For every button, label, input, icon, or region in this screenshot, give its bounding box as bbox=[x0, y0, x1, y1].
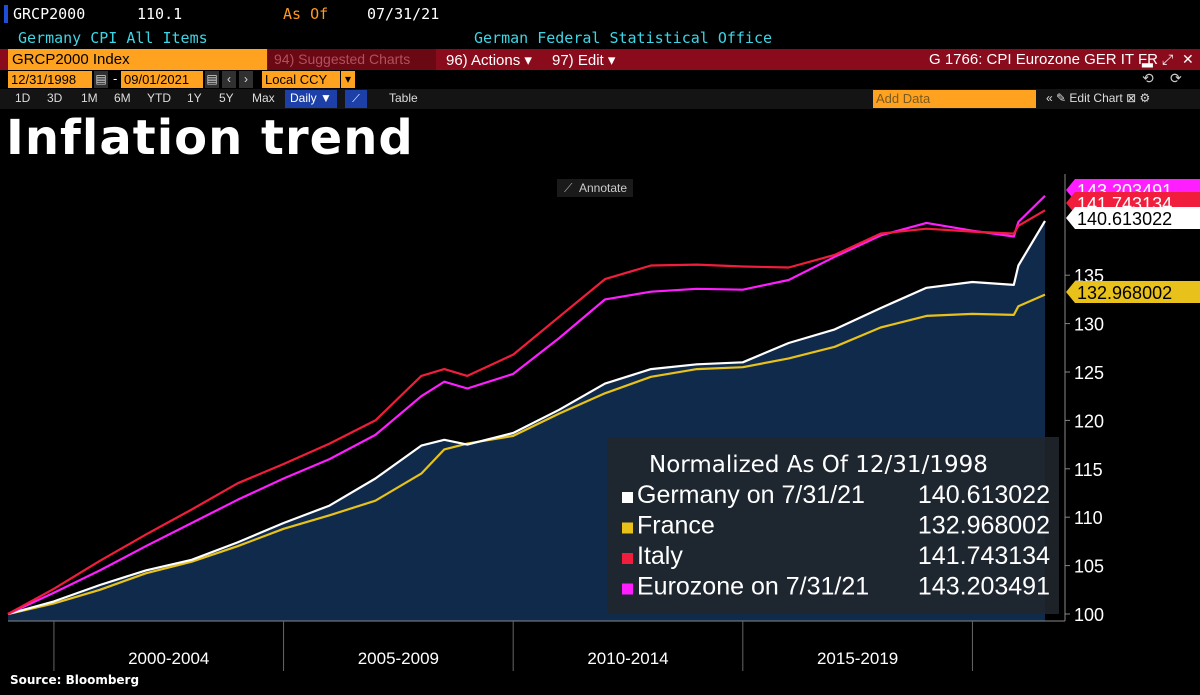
legend-value: 143.203491 bbox=[918, 573, 1050, 601]
y-tick-label: 105 bbox=[1074, 557, 1104, 577]
line-chart-icon[interactable]: ⟋ bbox=[345, 90, 367, 108]
tag-value: 132.968002 bbox=[1077, 283, 1172, 303]
edit-menu[interactable]: 97) Edit ▾ bbox=[552, 52, 616, 69]
y-tick-label: 120 bbox=[1074, 411, 1104, 431]
chart-toolbar: 1D 3D 1M 6M YTD 1Y 5Y Max Daily ▼ ⟋ Tabl… bbox=[0, 89, 1200, 109]
edit-chart-button[interactable]: « ✎ Edit Chart ⊠ ⚙ bbox=[1046, 91, 1151, 105]
period-ytd[interactable]: YTD bbox=[147, 91, 171, 105]
tag-value: 140.613022 bbox=[1077, 209, 1172, 229]
data-source-name: German Federal Statistical Office bbox=[474, 29, 773, 47]
source-note: Source: Bloomberg bbox=[10, 673, 140, 687]
last-value-tag-germany: 140.613022 bbox=[1066, 207, 1200, 229]
legend-swatch bbox=[622, 583, 633, 595]
legend-background bbox=[607, 437, 1059, 614]
tag-background bbox=[1066, 207, 1200, 229]
legend-title: Normalized As Of 12/31/1998 bbox=[649, 452, 988, 478]
x-tick-label: 2015-2019 bbox=[817, 649, 898, 668]
legend-entries: Germany on 7/31/21 140.613022 France 132.96… bbox=[622, 481, 1050, 601]
period-5y[interactable]: 5Y bbox=[219, 91, 234, 105]
x-tick-label: 2000-2004 bbox=[128, 649, 209, 668]
index-name-field[interactable]: GRCP2000 Index bbox=[8, 49, 267, 70]
next-period-icon[interactable]: › bbox=[239, 71, 253, 88]
ticker-marker bbox=[4, 5, 8, 23]
line-chart: 2000-2004 2005-2009 2010-2014 2015-2019 100… bbox=[0, 174, 1200, 671]
annotate-label: Annotate bbox=[579, 181, 627, 195]
close-icon[interactable]: ✕ bbox=[1182, 51, 1194, 67]
date-range-row: 12/31/1998 ▤ - 09/01/2021 ▤ ‹ › Local CC… bbox=[0, 70, 1200, 89]
series-line-eurozone bbox=[7, 195, 1046, 615]
period-1m[interactable]: 1M bbox=[81, 91, 98, 105]
end-date-field[interactable]: 09/01/2021 bbox=[121, 71, 203, 88]
legend-label: Germany on 7/31/21 bbox=[637, 481, 865, 509]
legend-entry: Eurozone on 7/31/21 143.203491 bbox=[622, 573, 1050, 601]
legend-entry: Germany on 7/31/21 140.613022 bbox=[622, 481, 1050, 509]
legend-swatch bbox=[622, 522, 633, 534]
period-max[interactable]: Max bbox=[252, 91, 275, 105]
pencil-icon: ⟋ bbox=[564, 181, 573, 195]
redo-icon[interactable]: ⟳ bbox=[1170, 70, 1182, 86]
legend-label: Eurozone on 7/31/21 bbox=[637, 573, 869, 601]
legend-label: France bbox=[637, 512, 715, 540]
legend-value: 141.743134 bbox=[918, 542, 1050, 570]
tag-background bbox=[1066, 281, 1200, 303]
x-tick-label: 2010-2014 bbox=[587, 649, 668, 668]
end-calendar-icon[interactable]: ▤ bbox=[205, 71, 219, 88]
legend-box: Normalized As Of 12/31/1998 Germany on 7… bbox=[607, 437, 1059, 614]
prev-period-icon[interactable]: ‹ bbox=[222, 71, 236, 88]
as-of-label: As Of bbox=[283, 5, 329, 23]
start-calendar-icon[interactable]: ▤ bbox=[94, 71, 108, 88]
expand-icon[interactable]: ⤢ bbox=[1162, 51, 1174, 67]
annotate-button[interactable]: ⟋ Annotate bbox=[557, 179, 633, 197]
period-1d[interactable]: 1D bbox=[15, 91, 31, 105]
y-tick-label: 110 bbox=[1074, 508, 1103, 528]
legend-value: 140.613022 bbox=[918, 481, 1050, 509]
x-tick-label: 2005-2009 bbox=[358, 649, 439, 668]
chart-title: Inflation trend bbox=[6, 110, 414, 166]
legend-entry: Italy 141.743134 bbox=[622, 542, 1050, 570]
security-description: Germany CPI All Items bbox=[18, 29, 208, 47]
date-separator: - bbox=[113, 71, 118, 86]
security-description-row: Germany CPI All Items German Federal Sta… bbox=[0, 28, 1200, 48]
period-1y[interactable]: 1Y bbox=[187, 91, 202, 105]
series-line-italy bbox=[7, 209, 1046, 615]
last-value-tag-france: 132.968002 bbox=[1066, 281, 1200, 303]
currency-select[interactable]: Local CCY bbox=[262, 71, 340, 88]
frequency-select[interactable]: Daily ▼ bbox=[285, 90, 337, 108]
y-tick-label: 115 bbox=[1074, 460, 1103, 480]
currency-dropdown-icon[interactable]: ▾ bbox=[341, 71, 355, 88]
add-data-input[interactable]: Add Data bbox=[873, 90, 1036, 108]
y-tick-label: 130 bbox=[1074, 315, 1104, 335]
series-line-france bbox=[7, 293, 1046, 616]
table-view-button[interactable]: Table bbox=[389, 91, 418, 105]
series-layer bbox=[7, 195, 1046, 616]
as-of-date: 07/31/21 bbox=[367, 5, 440, 23]
start-date-field[interactable]: 12/31/1998 bbox=[8, 71, 92, 88]
legend-label: Italy bbox=[637, 542, 683, 570]
edit-chart-label: Edit Chart bbox=[1069, 91, 1123, 105]
chart-code: G 1766: CPI Eurozone GER IT FR bbox=[929, 51, 1158, 68]
period-6m[interactable]: 6M bbox=[114, 91, 131, 105]
command-bar: GRCP2000 Index 94) Suggested Charts 96) … bbox=[0, 49, 1200, 70]
ticker-symbol[interactable]: GRCP2000 bbox=[13, 5, 86, 23]
y-tick-label: 125 bbox=[1074, 363, 1104, 383]
legend-value: 132.968002 bbox=[918, 512, 1050, 540]
legend-entry: France 132.968002 bbox=[622, 512, 1050, 540]
legend-swatch bbox=[622, 492, 633, 503]
suggested-charts-button[interactable]: 94) Suggested Charts bbox=[268, 49, 436, 70]
undo-icon[interactable]: ⟲ bbox=[1142, 70, 1154, 86]
series-line-germany bbox=[7, 220, 1046, 616]
x-axis: 2000-2004 2005-2009 2010-2014 2015-2019 bbox=[53, 621, 973, 671]
last-price: 110.1 bbox=[137, 5, 183, 23]
period-3d[interactable]: 3D bbox=[47, 91, 63, 105]
security-header: GRCP2000 110.1 As Of 07/31/21 bbox=[0, 0, 1200, 28]
legend-swatch bbox=[622, 553, 633, 564]
minimize-icon[interactable]: ▂ bbox=[1142, 51, 1153, 67]
actions-menu[interactable]: 96) Actions ▾ bbox=[446, 52, 532, 69]
annotate-button-bg bbox=[557, 179, 633, 197]
y-tick-label: 100 bbox=[1074, 605, 1104, 625]
